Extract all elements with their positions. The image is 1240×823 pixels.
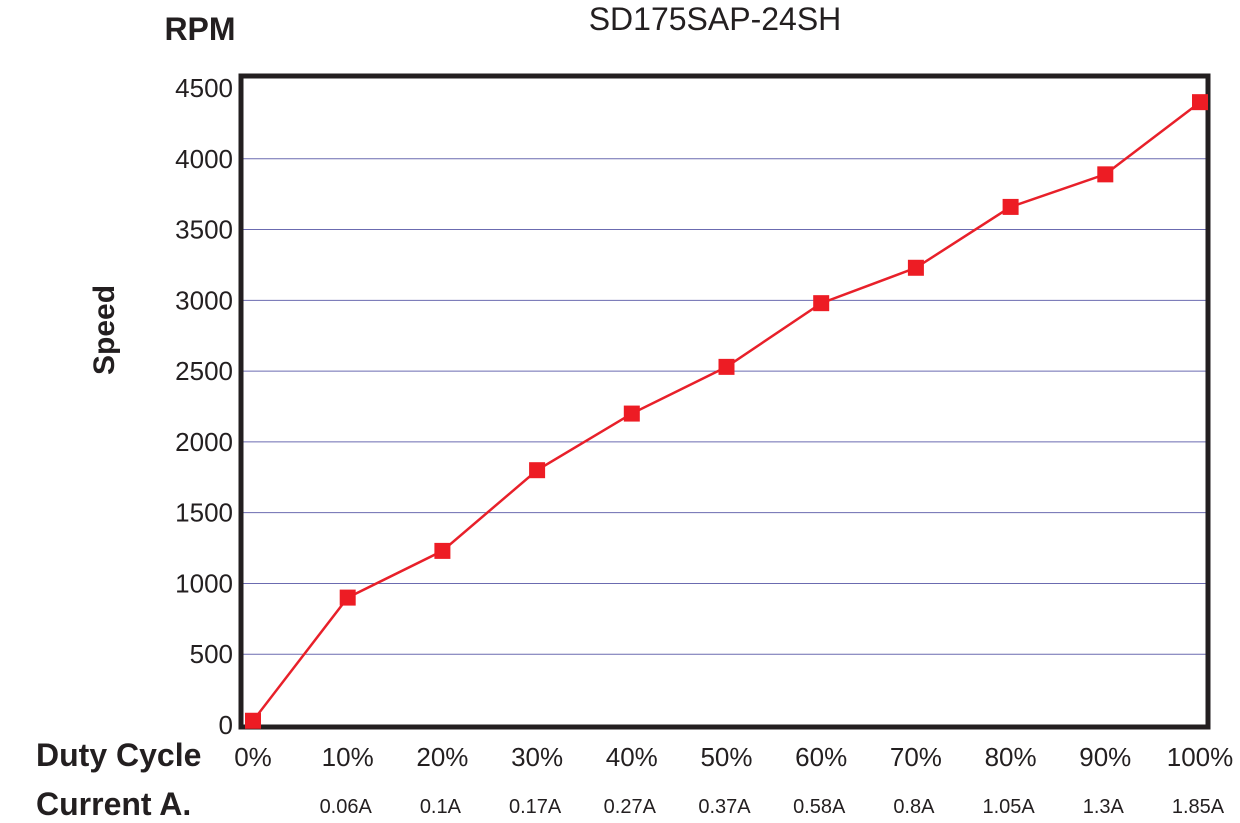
- current-label: 0.06A: [320, 796, 373, 818]
- x-tick-label: 50%: [700, 742, 752, 772]
- x-tick-label: 30%: [511, 742, 563, 772]
- current-label: 0.1A: [420, 796, 462, 818]
- data-point-marker: [529, 462, 546, 479]
- speed-series: [245, 94, 1208, 729]
- current-row-label: Current A.: [36, 786, 191, 822]
- x-tick-label: 100%: [1167, 742, 1234, 772]
- current-label: 0.37A: [698, 796, 751, 818]
- x-tick-label: 40%: [606, 742, 658, 772]
- data-point-marker: [339, 589, 356, 606]
- y-tick-label: 0: [219, 710, 233, 740]
- x-axis-label: Duty Cycle: [36, 737, 201, 773]
- current-label: 1.85A: [1172, 796, 1225, 818]
- x-tick-labels: 0% 10% 20% 30% 40% 50% 60% 70% 80% 90% 100%: [234, 742, 1233, 772]
- x-tick-label: 20%: [416, 742, 468, 772]
- data-point-marker: [813, 295, 830, 312]
- data-point-marker: [1192, 94, 1208, 111]
- current-label: 0.17A: [509, 796, 562, 818]
- data-point-marker: [434, 542, 451, 559]
- y-axis-label: Speed: [88, 285, 121, 375]
- plot-frame: [238, 73, 1211, 730]
- data-point-marker: [907, 259, 924, 276]
- y-tick-label: 2000: [175, 427, 233, 457]
- x-tick-label: 80%: [985, 742, 1037, 772]
- y-tick-label: 3500: [175, 215, 233, 245]
- current-label: 0.8A: [893, 796, 935, 818]
- current-labels: 0.06A 0.1A 0.17A 0.27A 0.37A 0.58A 0.8A 1.05A 1.…: [320, 796, 1225, 818]
- y-tick-label: 1500: [175, 498, 233, 528]
- current-label: 1.05A: [982, 796, 1035, 818]
- data-point-marker: [245, 712, 261, 729]
- y-tick-label: 1000: [175, 568, 233, 598]
- y-axis-unit: RPM: [164, 11, 235, 47]
- data-point-marker: [1097, 166, 1114, 183]
- data-point-marker: [1002, 198, 1019, 215]
- y-tick-label: 500: [190, 639, 233, 669]
- speed-line: [252, 101, 1201, 722]
- y-tick-label: 2500: [175, 356, 233, 386]
- current-label: 1.3A: [1083, 796, 1125, 818]
- data-point-marker: [623, 405, 640, 422]
- chart-title: SD175SAP-24SH: [589, 1, 842, 37]
- current-label: 0.27A: [604, 796, 657, 818]
- x-tick-label: 90%: [1079, 742, 1131, 772]
- x-tick-label: 10%: [322, 742, 374, 772]
- current-label: 0.58A: [793, 796, 846, 818]
- y-tick-label: 4500: [175, 73, 233, 103]
- y-tick-labels: 0 500 1000 1500 2000 2500 3000 3500 4000 4500: [175, 73, 233, 740]
- y-tick-label: 4000: [175, 144, 233, 174]
- x-tick-label: 70%: [890, 742, 942, 772]
- data-point-marker: [718, 358, 735, 375]
- x-tick-label: 60%: [795, 742, 847, 772]
- x-tick-label: 0%: [234, 742, 272, 772]
- y-tick-label: 3000: [175, 285, 233, 315]
